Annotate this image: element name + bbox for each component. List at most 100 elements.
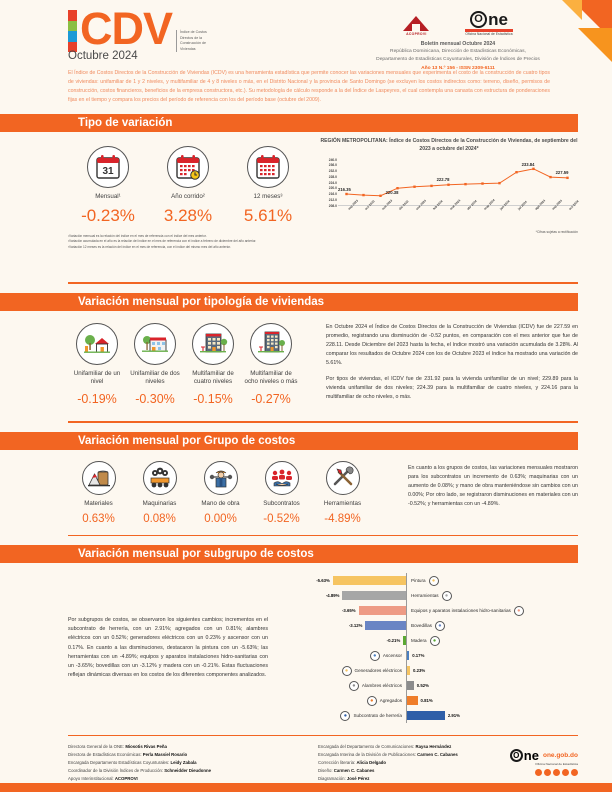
section-tipologia-viviendas: Variación mensual por tipología de vivie…: [0, 292, 612, 423]
housing-item-multifamiliar-cuatro: Multifamiliar de cuatro niveles -0.15%: [184, 322, 242, 406]
cost-group-items: Materiales 0.63% Maqu: [68, 450, 373, 525]
bar-row: ● Generadores eléctricos 0.23%: [278, 663, 578, 679]
cost-group-label: Herramientas: [323, 499, 362, 507]
credit-role: Directora General de la ONE:: [68, 744, 126, 750]
cost-group-value: 0.00%: [204, 512, 237, 525]
chart-y-tick: 228.0: [328, 174, 337, 179]
tools-icon: [325, 460, 360, 495]
credit-role: Encargada Departamento Estadísticas Coyu…: [68, 760, 171, 766]
footer-credit-line: Encargada Departamento Estadísticas Coyu…: [68, 759, 318, 767]
credit-role: Diagramación:: [318, 776, 347, 782]
housing-label: Unifamiliar de dos niveles: [130, 369, 180, 386]
one-logo-text: ne: [523, 748, 539, 763]
cost-group-label: Mano de obra: [201, 499, 240, 507]
svg-text:31: 31: [102, 166, 114, 177]
footer-one-logo: O ne one.gob.do Oficina Nacional de Esta…: [509, 748, 578, 776]
bar: [332, 576, 406, 586]
chart-y-axis: 208.0 212.0 216.0 220.0 224.0 228.0 232.0 236.0…: [320, 158, 338, 208]
bar-row: -3.12% Bovedillas ●: [278, 618, 578, 634]
chart-point-label: 216.35: [338, 186, 351, 192]
issn-line: Año 13 N.º 156 - ISSN 2309-6111: [421, 65, 495, 71]
bar-category-label: Herramientas: [411, 593, 439, 599]
variation-value: 3.28%: [163, 205, 213, 225]
chart-y-tick: 220.0: [328, 186, 337, 191]
housing-item-multifamiliar-ocho: Multifamiliar de ocho niveles o más -0.2…: [242, 322, 300, 406]
tools-icon: ●: [441, 590, 452, 601]
bar-row: ● Agregados 0.81%: [278, 693, 578, 709]
header-right-block: ACOPROVI O ne Oficina Nacional de Estadí…: [338, 6, 578, 71]
housing-value: -0.19%: [77, 391, 117, 406]
variation-value: -0.23%: [81, 205, 135, 225]
bar-row: ● Alambres eléctricos 0.52%: [278, 678, 578, 694]
section-subgrupo-costos: Variación mensual por subgrupo de costos…: [0, 545, 612, 733]
instagram-icon[interactable]: [553, 769, 560, 776]
chart-y-tick: 212.0: [328, 197, 337, 202]
bar-category-label: Bovedillas: [411, 623, 432, 629]
bar-row: -5.63% Pintura ●: [278, 573, 578, 589]
footer-credit-line: Corrección literaria: Alicia Delgado: [318, 759, 458, 767]
credit-role: Diseño:: [318, 768, 334, 774]
credit-name: Raysa Hernández: [415, 744, 452, 750]
building-four-level-icon: [192, 322, 234, 365]
section-grupo-costos: Variación mensual por Grupo de costos Ma…: [0, 431, 612, 537]
section4-banner: Variación mensual por subgrupo de costos: [0, 545, 578, 564]
cost-group-maquinarias: Maquinarias 0.08%: [129, 460, 190, 525]
one-logo-bar: [465, 28, 513, 32]
bar-category-label: Generadores eléctricos: [354, 668, 403, 674]
footer-credit-line: Encargada del Departamento de Comunicaci…: [318, 743, 458, 751]
chart-point-label: 220.38: [385, 189, 399, 195]
linkedin-icon[interactable]: [571, 769, 578, 776]
bar: [407, 651, 410, 661]
youtube-icon[interactable]: [562, 769, 569, 776]
variation-value: 5.61%: [243, 205, 293, 225]
cost-group-herramientas: Herramientas -4.89%: [312, 460, 373, 525]
cost-group-label: Maquinarias: [142, 499, 177, 507]
one-logo-text: ne: [488, 9, 508, 29]
bar-chart-axis: [406, 693, 407, 709]
bar-value-label: 0.17%: [412, 653, 425, 659]
social-icons[interactable]: [510, 769, 578, 776]
credit-role: Encargada Interina de la División de Pub…: [318, 752, 418, 758]
footer-credit-line: Directora de Estadísticas Económicas: Pe…: [68, 751, 318, 759]
facebook-icon[interactable]: [535, 769, 542, 776]
one-circle-icon: O: [509, 749, 523, 762]
paint-icon: ●: [428, 575, 439, 586]
materials-icon: [81, 460, 116, 495]
chart-y-tick: 208.0: [328, 203, 337, 208]
bar-category-label: Pintura: [411, 578, 426, 584]
cost-group-value: -0.52%: [263, 512, 300, 525]
section1-banner: Tipo de variación: [0, 114, 578, 133]
chart-y-tick: 224.0: [328, 180, 337, 185]
ironwork-icon: ●: [340, 710, 351, 721]
page-title: Octubre 2024: [68, 50, 138, 62]
bar-row: -4.89% Herramientas ●: [278, 588, 578, 604]
calendar-year-icon: [247, 146, 289, 189]
twitter-icon[interactable]: [544, 769, 551, 776]
section1-footnotes: ¹Variación mensual es la relación del ín…: [68, 234, 578, 250]
credit-name: Leidy Zabala: [170, 760, 197, 766]
variation-item-mensual: 31 Mensual¹ -0.23%: [68, 146, 148, 225]
chart-plot-area: 216.35 220.38 222.78 233.84 227.59: [338, 160, 576, 206]
bar-value-label: -5.63%: [316, 578, 330, 584]
bar-value-label: 0.52%: [416, 683, 429, 689]
bar-value-label: -3.12%: [348, 623, 363, 629]
bar-value-label: 0.81%: [420, 698, 433, 704]
bar-chart-axis: [406, 633, 407, 649]
bar-category-label: Equipos y aparatos instalaciones hidro-s…: [411, 608, 511, 614]
footer-credit-line: Apoyo Interinstitucional: ACOPROVI: [68, 775, 318, 783]
section2-paragraph-2: Por tipos de viviendas, el ICDV fue de 2…: [326, 375, 578, 400]
section-tipo-de-variacion: Tipo de variación 31 Mensual¹ -0.23%: [0, 114, 612, 284]
footnote-2: ²Variación acumulada en el año es la rel…: [68, 239, 257, 244]
section2-paragraph-1: En Octubre 2024 el Índice de Costos Dire…: [326, 323, 578, 367]
cost-group-label: Subcontratos: [263, 499, 300, 507]
cost-group-label: Materiales: [84, 499, 113, 507]
bar-chart-axis: [406, 648, 407, 664]
housing-type-group: Unifamiliar de un nivel -0.19%: [68, 311, 300, 406]
footer-credit-line: Diseño: Carmen C. Cabanes: [318, 767, 458, 775]
website-domain[interactable]: one.gob.do: [542, 752, 578, 759]
credit-name: José Pérez: [346, 776, 370, 782]
chart-y-tick: 216.0: [328, 192, 337, 197]
bar-chart-axis: [406, 618, 407, 634]
footer-credit-line: Encargada Interina de la División de Pub…: [318, 751, 458, 759]
